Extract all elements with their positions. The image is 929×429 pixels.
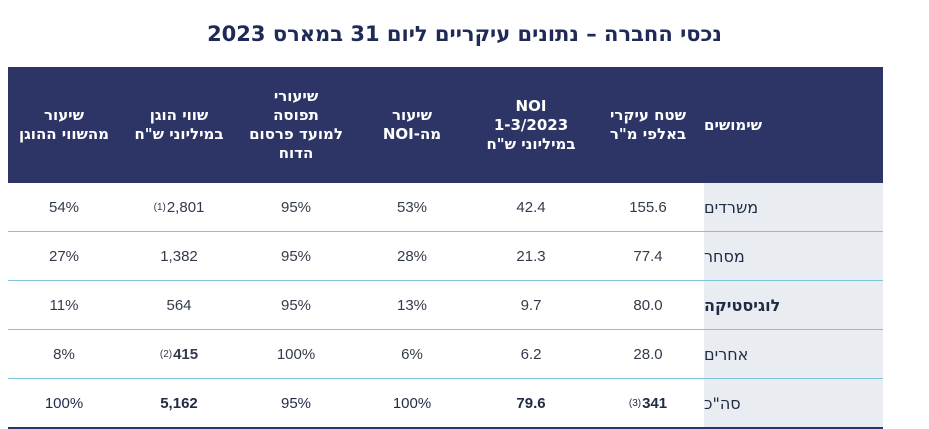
cell-noi: 42.4 bbox=[516, 198, 546, 216]
cell-fv-rate: 100% bbox=[44, 394, 84, 412]
cell-fv-rate: 54% bbox=[48, 198, 80, 216]
cell-use: מסחר bbox=[704, 232, 883, 280]
cell-fair-value: 1,382 bbox=[160, 247, 198, 265]
cell-fv-rate: 8% bbox=[53, 345, 75, 363]
cell-use: לוגיסטיקה bbox=[704, 281, 883, 329]
table-row: 8% (2) 415 100% 6% 6.2 28.0 אחרים bbox=[8, 330, 883, 379]
header-noi: NOI 1-3/2023 במיליוני ש"ח bbox=[486, 96, 576, 153]
table-row: 11% 564 95% 13% 9.7 80.0 לוגיסטיקה bbox=[8, 281, 883, 330]
cell-occupancy: 95% bbox=[280, 247, 312, 265]
header-area: שטח עיקרי באלפי מ"ר bbox=[609, 106, 687, 143]
footnote-ref: (3) bbox=[628, 397, 642, 409]
footnote-ref: (2) bbox=[159, 348, 173, 360]
properties-table: שיעור מהשווי ההוגן שווי הוגן במיליוני ש"ח … bbox=[8, 67, 883, 429]
cell-occupancy: 95% bbox=[280, 394, 312, 412]
header-fv-rate: שיעור מהשווי ההוגן bbox=[18, 106, 110, 143]
cell-fair-value: (1) 2,801 bbox=[153, 198, 205, 216]
cell-occupancy: 100% bbox=[276, 345, 316, 363]
cell-use: סה"כ bbox=[704, 379, 883, 427]
table-row-total: 100% 5,162 95% 100% 79.6 (3) 341 סה"כ bbox=[8, 379, 883, 429]
cell-occupancy: 95% bbox=[280, 296, 312, 314]
cell-use: משרדים bbox=[704, 183, 883, 231]
cell-noi-rate: 28% bbox=[396, 247, 428, 265]
cell-area: 80.0 bbox=[633, 296, 663, 314]
cell-noi-rate: 13% bbox=[396, 296, 428, 314]
cell-noi: 6.2 bbox=[520, 345, 542, 363]
cell-noi-rate: 53% bbox=[396, 198, 428, 216]
cell-fair-value: (2) 415 bbox=[159, 345, 199, 363]
cell-use: אחרים bbox=[704, 330, 883, 378]
header-noi-rate: שיעור מה-NOI bbox=[382, 106, 442, 143]
header-fair-value: שווי הוגן במיליוני ש"ח bbox=[134, 106, 224, 143]
table-row: 27% 1,382 95% 28% 21.3 77.4 מסחר bbox=[8, 232, 883, 281]
cell-fv-rate: 11% bbox=[49, 296, 79, 314]
footnote-ref: (1) bbox=[153, 201, 166, 213]
cell-noi: 9.7 bbox=[520, 296, 542, 314]
page-title: נכסי החברה – נתונים עיקריים ליום 31 במאר… bbox=[207, 22, 722, 46]
cell-fv-rate: 27% bbox=[48, 247, 80, 265]
cell-area: (3) 341 bbox=[628, 394, 668, 412]
cell-noi: 21.3 bbox=[516, 247, 546, 265]
cell-area: 77.4 bbox=[633, 247, 663, 265]
header-uses: שימושים bbox=[704, 115, 763, 134]
cell-noi-rate: 6% bbox=[401, 345, 423, 363]
cell-occupancy: 95% bbox=[280, 198, 312, 216]
cell-area: 155.6 bbox=[629, 198, 667, 216]
table-header: שיעור מהשווי ההוגן שווי הוגן במיליוני ש"ח … bbox=[8, 67, 883, 183]
cell-noi-rate: 100% bbox=[392, 394, 432, 412]
cell-fair-value: 5,162 bbox=[160, 394, 198, 412]
table-row: 54% (1) 2,801 95% 53% 42.4 155.6 משרדים bbox=[8, 183, 883, 232]
cell-area: 28.0 bbox=[633, 345, 663, 363]
header-occupancy: שיעורי תפוסה למועד פרסום הדוח bbox=[249, 87, 343, 162]
cell-fair-value: 564 bbox=[166, 296, 192, 314]
cell-noi: 79.6 bbox=[516, 394, 546, 412]
